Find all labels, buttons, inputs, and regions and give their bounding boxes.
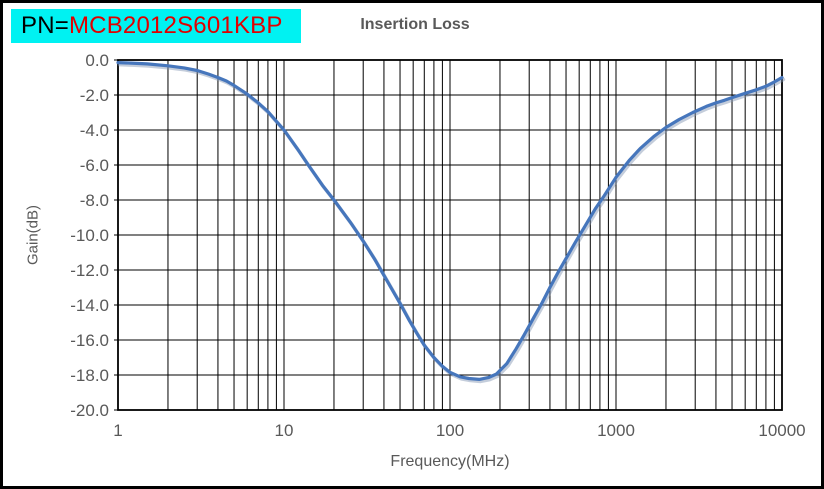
insertion-loss-chart: 0.0 -2.0 -4.0 -6.0 -8.0 -10.0 -12.0 -14.0 -16.0 -… — [70, 51, 805, 440]
x-axis-title: Frequency(MHz) — [390, 453, 510, 470]
y-tick-label: -2.0 — [80, 86, 109, 105]
y-tick-label: -8.0 — [80, 191, 109, 210]
y-tick-label: -20.0 — [70, 401, 109, 420]
y-tick-label: -10.0 — [70, 226, 109, 245]
part-number-badge: PN= MCB2012S601KBP — [11, 9, 301, 43]
y-axis-title: Gain(dB) — [24, 204, 42, 266]
y-tick-label: -4.0 — [80, 121, 109, 140]
pn-value: MCB2012S601KBP — [68, 12, 283, 39]
x-tick-label: 100 — [436, 421, 464, 440]
y-tick-label: -14.0 — [70, 296, 109, 315]
x-tick-label: 1000 — [597, 421, 635, 440]
curve-shadow — [117, 62, 786, 384]
plot-border — [117, 59, 783, 411]
chart-title: Insertion Loss — [360, 16, 470, 33]
y-tick-label: -18.0 — [70, 366, 109, 385]
x-tick-label: 1 — [113, 421, 122, 440]
y-tick-label: -6.0 — [80, 156, 109, 175]
y-tick-label: -12.0 — [70, 261, 109, 280]
x-tick-label: 10 — [275, 421, 294, 440]
x-tick-label: 10000 — [758, 421, 805, 440]
pn-prefix-label: PN= — [21, 12, 69, 39]
y-tick-label: 0.0 — [85, 51, 109, 70]
y-tick-label: -16.0 — [70, 331, 109, 350]
insertion-loss-curve — [116, 61, 784, 381]
